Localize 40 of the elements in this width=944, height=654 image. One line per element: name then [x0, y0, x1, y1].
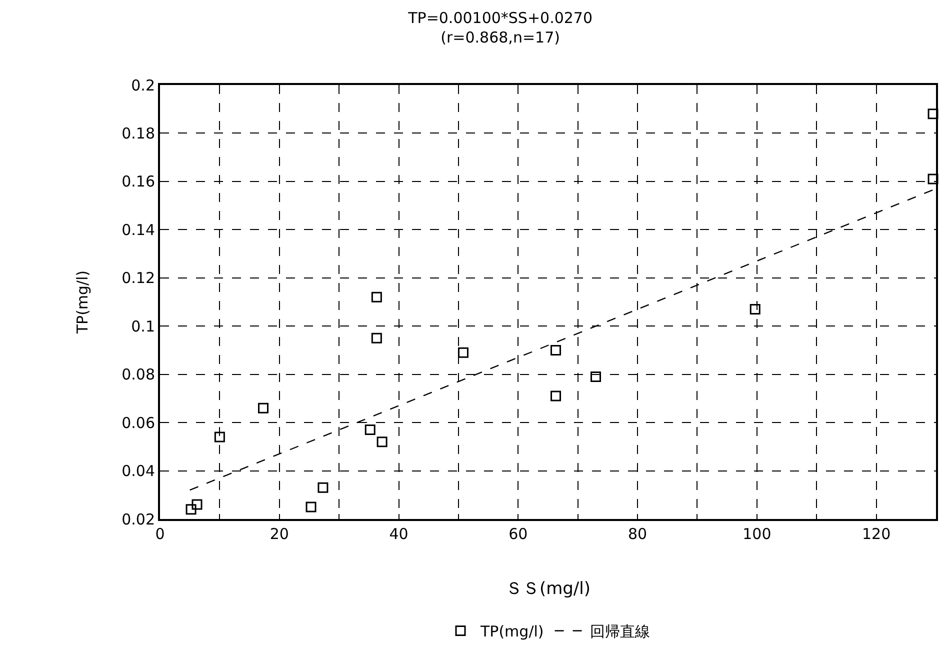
point: [258, 402, 269, 414]
x-axis-title: ＳＳ(mg/l): [505, 578, 591, 599]
point: [376, 436, 388, 448]
legend-label: 回帰直線: [590, 622, 650, 641]
point: [318, 482, 328, 493]
point: [550, 344, 562, 356]
point: [364, 424, 376, 436]
y-tick-label: 0.02: [122, 510, 155, 528]
y-tick-label: 0.1: [131, 317, 155, 336]
chart-subtitle: (r=0.868,n=17): [440, 28, 560, 46]
x-tick-label: 20: [270, 525, 289, 543]
y-tick-label: 0.08: [122, 366, 155, 384]
x-tick-label: 120: [862, 525, 891, 543]
y-tick-label: 0.2: [131, 76, 155, 94]
x-tick-label: 60: [508, 525, 528, 543]
y-tick-label: 0.18: [122, 124, 155, 142]
y-axis-title: TP(mg/l): [73, 270, 92, 335]
y-tick-label: 0.16: [122, 172, 155, 191]
y-tick-label: 0.14: [122, 220, 155, 239]
x-tick-label: 0: [155, 525, 165, 543]
point: [928, 108, 938, 120]
point: [750, 304, 760, 314]
x-tick-label: 80: [628, 525, 648, 543]
point: [214, 432, 225, 442]
point: [590, 371, 601, 382]
point: [928, 174, 938, 184]
point: [371, 292, 382, 302]
point: [192, 499, 202, 510]
x-tick-label: 100: [742, 525, 772, 543]
point: [371, 332, 382, 344]
point: [186, 504, 196, 515]
legend-label: TP(mg/l): [480, 622, 544, 641]
y-tick-label: 0.12: [122, 269, 155, 288]
point: [458, 347, 468, 358]
point: [306, 502, 316, 512]
y-tick-label: 0.04: [122, 462, 155, 480]
x-tick-label: 40: [389, 525, 408, 543]
point: [550, 390, 562, 402]
y-tick-label: 0.06: [122, 414, 155, 432]
chart-title: TP=0.00100*SS+0.0270: [407, 8, 593, 27]
